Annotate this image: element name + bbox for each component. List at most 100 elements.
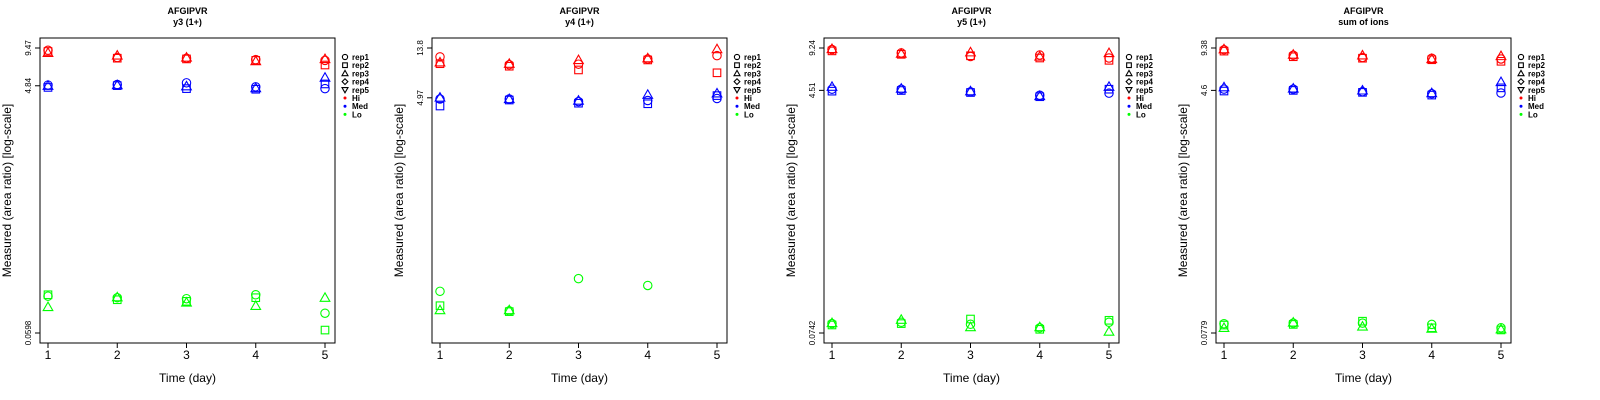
y-axis-label: Measured (area ratio) [log-scale] [1176,104,1190,277]
data-point-med-rep3 [1033,90,1046,101]
legend-label-hi: Hi [1528,94,1536,103]
legend-marker-rep1 [733,53,741,61]
data-point-med-rep3 [249,82,262,93]
legend-marker-rep4 [1125,77,1133,86]
data-point-hi-rep3 [503,57,516,68]
legend-marker-med [1519,104,1523,108]
chart-panel-y3: AFGIPVR y3 (1+) 1 2 3 4 5 0.0598 4.84 9.47 Time (d… [0,0,400,400]
data-point-hi-rep3 [1218,43,1230,54]
data-point-hi-rep2 [1358,53,1367,63]
data-point-hi-rep3 [1103,46,1115,58]
chart-subtitle: sum of ions [1338,17,1389,27]
data-point-med-rep3 [641,88,654,99]
plot-frame [1215,37,1512,344]
plot-frame [431,37,728,344]
legend-marker-hi [1519,96,1523,100]
data-point-lo-rep3 [895,313,908,324]
legend-label-rep4: rep4 [352,78,369,87]
data-point-med-rep3 [711,87,723,98]
chart-subtitle: y3 (1+) [173,17,202,27]
x-tick-label: 4 [252,348,259,362]
y-axis-label: Measured (area ratio) [log-scale] [0,104,14,277]
legend-marker-rep3 [1125,69,1133,77]
data-point-med-rep3 [572,94,585,105]
legend-marker-lo [343,112,347,116]
legend-label-rep5: rep5 [1136,86,1153,95]
data-point-hi-rep3 [249,55,262,66]
data-point-lo-rep3 [249,299,262,310]
legend-marker-hi [1127,96,1131,100]
legend-marker-med [735,104,739,108]
legend-label-med: Med [352,102,368,111]
legend-marker-rep5 [341,87,349,94]
data-point-med-rep3 [1425,87,1438,98]
data-point-hi-rep3 [1495,50,1507,61]
data-point-hi-rep3 [895,47,908,58]
data-point-lo-rep3 [1287,316,1300,327]
data-point-hi-rep1 [1104,53,1114,63]
legend-marker-rep4 [341,77,349,86]
x-tick-label: 4 [1036,348,1043,362]
data-point-lo-rep3 [434,304,446,315]
x-tick-label: 2 [1290,348,1297,362]
legend-label-rep5: rep5 [352,86,369,95]
y-tick-label: 13.8 [416,40,425,56]
chart-panel-sum: AFGIPVR sum of ions 1 2 3 4 5 0.0779 4.6 9.38 Time… [1176,0,1576,400]
data-point-med-rep1 [1496,88,1506,98]
data-point-lo-rep2 [43,290,53,300]
x-tick-label: 3 [575,348,582,362]
x-tick-label: 4 [644,348,651,362]
x-tick-label: 4 [1428,348,1435,362]
data-point-lo-rep3 [180,296,193,307]
legend-marker-rep3 [733,69,741,77]
legend-label-rep1: rep1 [1528,53,1545,62]
legend-label-rep1: rep1 [744,53,761,62]
data-point-lo-rep1 [43,291,53,301]
chart-title: AFGIPVR [167,6,208,16]
legend-label-rep1: rep1 [352,53,369,62]
data-point-med-rep1 [181,78,192,88]
data-point-hi-rep2 [574,65,583,75]
legend-label-rep3: rep3 [1528,69,1545,78]
data-point-lo-rep3 [503,304,516,315]
data-point-med-rep1 [712,93,722,104]
chart-title: AFGIPVR [559,6,600,16]
y-tick-label: 0.0598 [24,320,33,345]
data-point-hi-rep1 [435,52,445,62]
data-point-med-rep2 [827,86,837,96]
x-tick-label: 1 [45,348,52,362]
data-point-med-rep3 [180,80,193,91]
data-point-hi-rep3 [711,43,723,54]
data-point-med-rep3 [1103,80,1115,91]
data-point-lo-rep3 [1218,321,1230,332]
plot-frame [39,37,336,344]
data-point-lo-rep3 [1495,323,1507,334]
legend-marker-rep4 [733,77,741,86]
data-point-med-rep1 [643,95,653,106]
data-point-med-rep3 [503,93,516,104]
legend-marker-rep1 [1517,53,1525,61]
data-point-hi-rep3 [111,49,124,60]
x-tick-label: 2 [114,348,121,362]
x-axis-label: Time (day) [159,371,216,385]
data-point-hi-rep3 [1033,50,1046,61]
y-tick-label: 4.51 [808,82,817,98]
data-point-hi-rep3 [1356,49,1369,60]
legend-label-med: Med [1136,102,1152,111]
data-point-lo-rep2 [1358,316,1367,326]
legend-marker-rep1 [1125,53,1133,61]
data-point-hi-rep3 [434,56,446,67]
y-tick-label: 9.38 [1200,40,1209,56]
x-tick-label: 2 [506,348,513,362]
data-point-med-rep3 [319,71,331,82]
legend-marker-rep3 [341,69,349,77]
legend-marker-lo [1127,112,1131,116]
legend-marker-med [343,104,347,108]
data-point-lo-rep3 [1103,325,1115,336]
